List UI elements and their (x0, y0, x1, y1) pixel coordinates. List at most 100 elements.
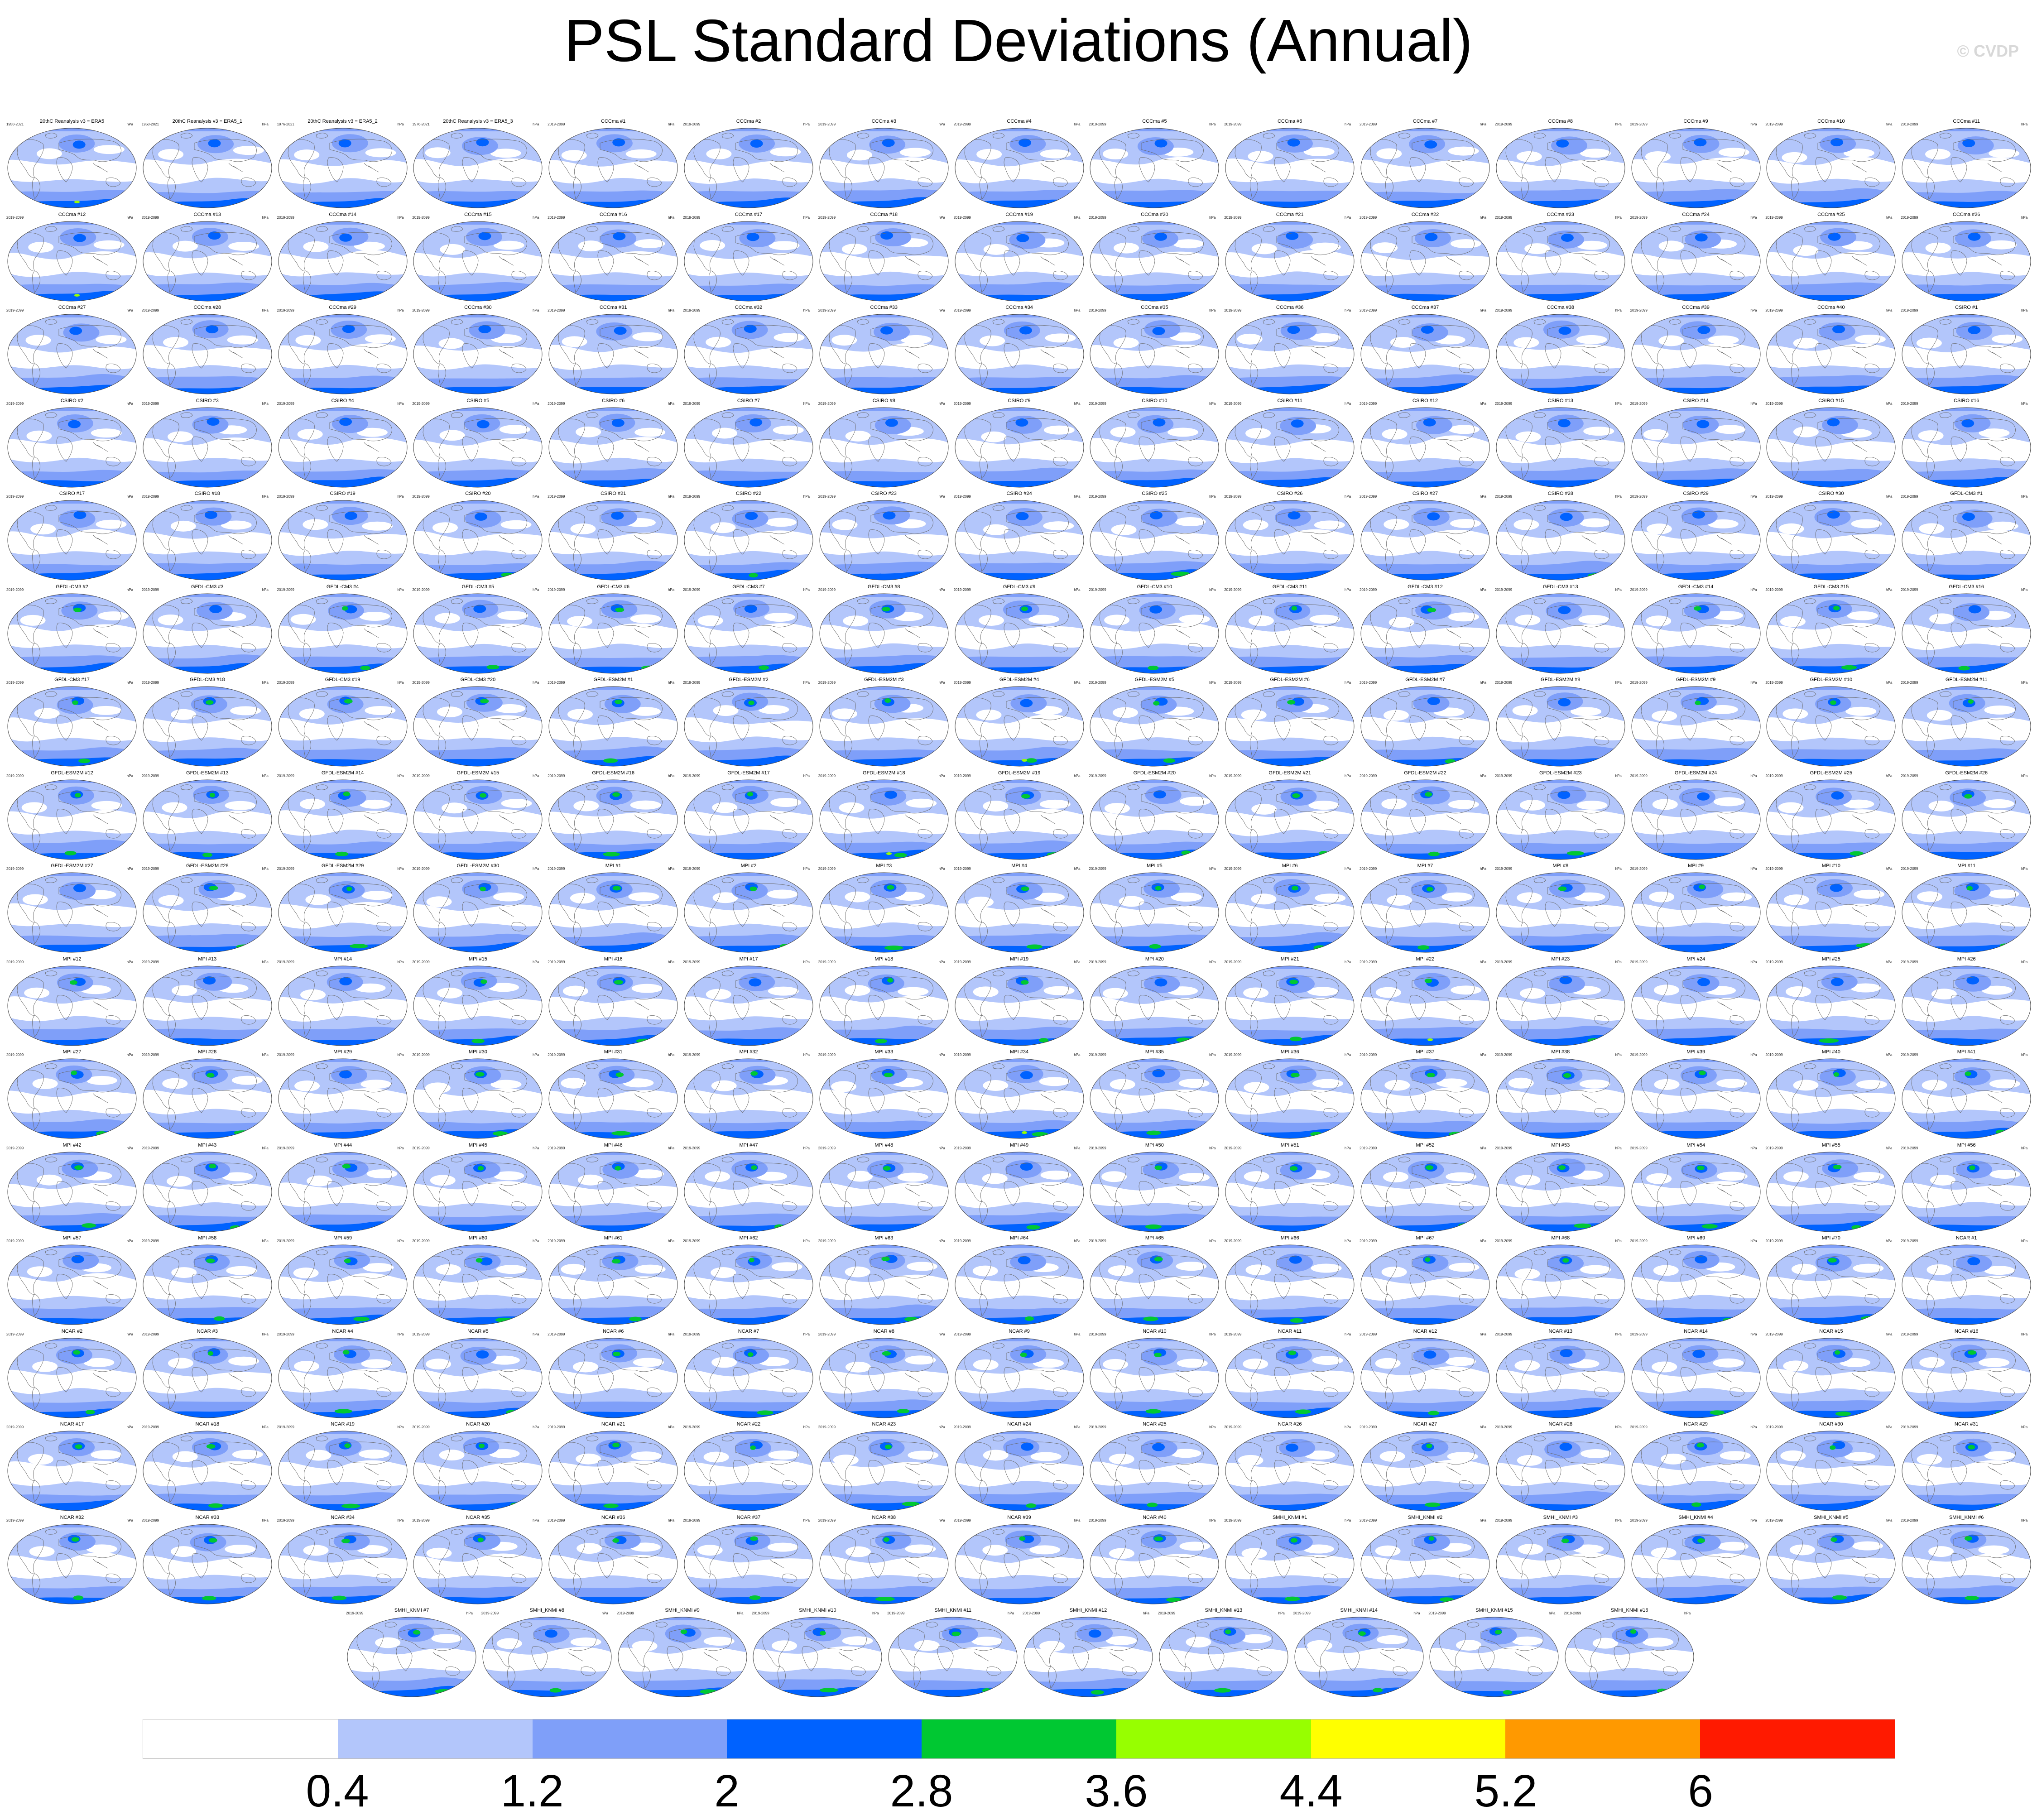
map-panel: NCAR #12 2019-2099 hPa (1358, 1329, 1493, 1421)
map-panel: NCAR #13 2019-2099 hPa (1493, 1329, 1628, 1421)
map-panel: MPI #8 2019-2099 hPa (1493, 863, 1628, 956)
map-panel-years: 2019-2099 (1494, 401, 1513, 406)
map-panel-units: hPa (1750, 215, 1757, 220)
map-panel-title: CCCma #17 (735, 211, 763, 217)
world-map (1496, 221, 1625, 301)
world-map (819, 1524, 949, 1604)
world-map (413, 1338, 543, 1418)
map-panel: NCAR #23 2019-2099 hPa (817, 1421, 951, 1514)
world-map (278, 872, 408, 953)
world-map (1225, 128, 1355, 208)
map-panel-years: 2019-2099 (752, 1611, 769, 1615)
map-panel: NCAR #34 2019-2099 hPa (275, 1515, 410, 1608)
map-panel: NCAR #35 2019-2099 hPa (410, 1515, 545, 1608)
map-panel-years: 2019-2099 (1630, 1239, 1648, 1243)
map-panel-units: hPa (803, 1518, 810, 1522)
map-panel: MPI #61 2019-2099 hPa (546, 1235, 681, 1328)
map-panel: GFDL-ESM2M #10 2019-2099 hPa (1763, 677, 1898, 770)
map-panel: CSIRO #21 2019-2099 hPa (546, 491, 681, 584)
map-panel-years: 2019-2099 (818, 867, 836, 871)
map-panel-units: hPa (1615, 960, 1622, 964)
world-map (1225, 221, 1355, 301)
map-panel-years: 2019-2099 (1630, 1146, 1648, 1150)
map-panel-title: NCAR #6 (602, 1328, 624, 1334)
map-panel: MPI #6 2019-2099 hPa (1222, 863, 1357, 956)
map-panel-years: 2019-2099 (6, 1518, 24, 1522)
map-panel-units: hPa (1209, 1332, 1216, 1336)
map-panel: CCCma #9 2019-2099 hPa (1629, 119, 1763, 211)
world-map (1090, 1431, 1219, 1511)
map-panel-title: SMHI_KNMI #2 (1408, 1514, 1443, 1520)
map-panel: MPI #1 2019-2099 hPa (546, 863, 681, 956)
map-panel-title: MPI #52 (1416, 1142, 1435, 1148)
map-panel-title: MPI #3 (876, 863, 892, 869)
world-map (482, 1617, 612, 1697)
world-map (1902, 1058, 2031, 1139)
map-panel-units: hPa (1750, 401, 1757, 406)
map-panel-years: 2019-2099 (1224, 1053, 1242, 1057)
world-map (7, 1152, 137, 1232)
map-panel: NCAR #26 2019-2099 hPa (1222, 1421, 1357, 1514)
map-panel-title: CSIRO #18 (194, 491, 220, 496)
map-panel: MPI #49 2019-2099 hPa (952, 1143, 1087, 1235)
map-panel: MPI #13 2019-2099 hPa (140, 956, 275, 1049)
map-panel-years: 2019-2099 (1224, 1518, 1242, 1522)
map-panel-units: hPa (533, 1239, 539, 1243)
map-panel-years: 2019-2099 (6, 587, 24, 592)
world-map (1090, 965, 1219, 1046)
map-panel-title: MPI #59 (333, 1235, 352, 1241)
world-map (7, 407, 137, 487)
map-panel-title: CSIRO #13 (1547, 398, 1573, 403)
map-panel-years: 2019-2099 (1494, 495, 1513, 499)
map-panel: MPI #29 2019-2099 hPa (275, 1049, 410, 1142)
world-map (143, 1244, 272, 1325)
map-panel-years: 2019-2099 (1360, 495, 1377, 499)
map-panel: SMHI_KNMI #11 2019-2099 hPa (885, 1608, 1020, 1700)
map-panel-years: 2019-2099 (1089, 1518, 1106, 1522)
map-panel: MPI #45 2019-2099 hPa (410, 1143, 545, 1235)
world-map (7, 1338, 137, 1418)
map-panel-years: 2019-2099 (953, 1518, 971, 1522)
map-panel-units: hPa (938, 401, 945, 406)
map-panel-title: GFDL-ESM2M #30 (456, 863, 500, 869)
map-panel-years: 2019-2099 (1360, 773, 1377, 778)
colorbar-segment (727, 1719, 922, 1758)
map-panel-title: GFDL-CM3 #12 (1408, 584, 1443, 590)
world-map (819, 314, 949, 394)
colorbar-segment (1116, 1719, 1311, 1758)
map-panel: CSIRO #2 2019-2099 hPa (5, 398, 139, 491)
map-panel-units: hPa (397, 1332, 404, 1336)
map-panel-units: hPa (397, 401, 404, 406)
map-panel: MPI #50 2019-2099 hPa (1087, 1143, 1222, 1235)
world-map (1766, 1338, 1896, 1418)
map-panel-units: hPa (1750, 773, 1757, 778)
map-panel-title: CSIRO #29 (1683, 491, 1709, 496)
world-map (1090, 1152, 1219, 1232)
map-panel-years: 1950-2021 (6, 122, 24, 126)
map-panel-units: hPa (803, 867, 810, 871)
map-panel-units: hPa (668, 122, 675, 126)
world-map (1902, 221, 2031, 301)
map-panel: MPI #58 2019-2099 hPa (140, 1235, 275, 1328)
map-panel-years: 2019-2099 (1089, 495, 1106, 499)
map-panel-title: MPI #63 (874, 1235, 894, 1241)
world-map (955, 965, 1084, 1046)
map-panel: GFDL-CM3 #17 2019-2099 hPa (5, 677, 139, 770)
map-panel-title: MPI #45 (468, 1142, 487, 1148)
map-panel-years: 2019-2099 (1089, 1053, 1106, 1057)
map-panel-units: hPa (1886, 1053, 1893, 1057)
world-map (1090, 314, 1219, 394)
map-panel-title: MPI #9 (1688, 863, 1704, 869)
map-panel: MPI #16 2019-2099 hPa (546, 956, 681, 1049)
map-panel-title: SMHI_KNMI #7 (394, 1608, 429, 1613)
world-map (413, 314, 543, 394)
map-panel-units: hPa (2021, 401, 2028, 406)
map-panel-title: CCCma #32 (735, 305, 763, 310)
map-panel: NCAR #40 2019-2099 hPa (1087, 1515, 1222, 1608)
map-panel-units: hPa (1074, 1425, 1081, 1429)
map-panel-years: 2019-2099 (481, 1611, 499, 1615)
world-map (7, 1244, 137, 1325)
map-panel-years: 2019-2099 (1765, 1239, 1783, 1243)
map-panel-title: MPI #1 (605, 863, 621, 869)
world-map (1360, 686, 1490, 767)
